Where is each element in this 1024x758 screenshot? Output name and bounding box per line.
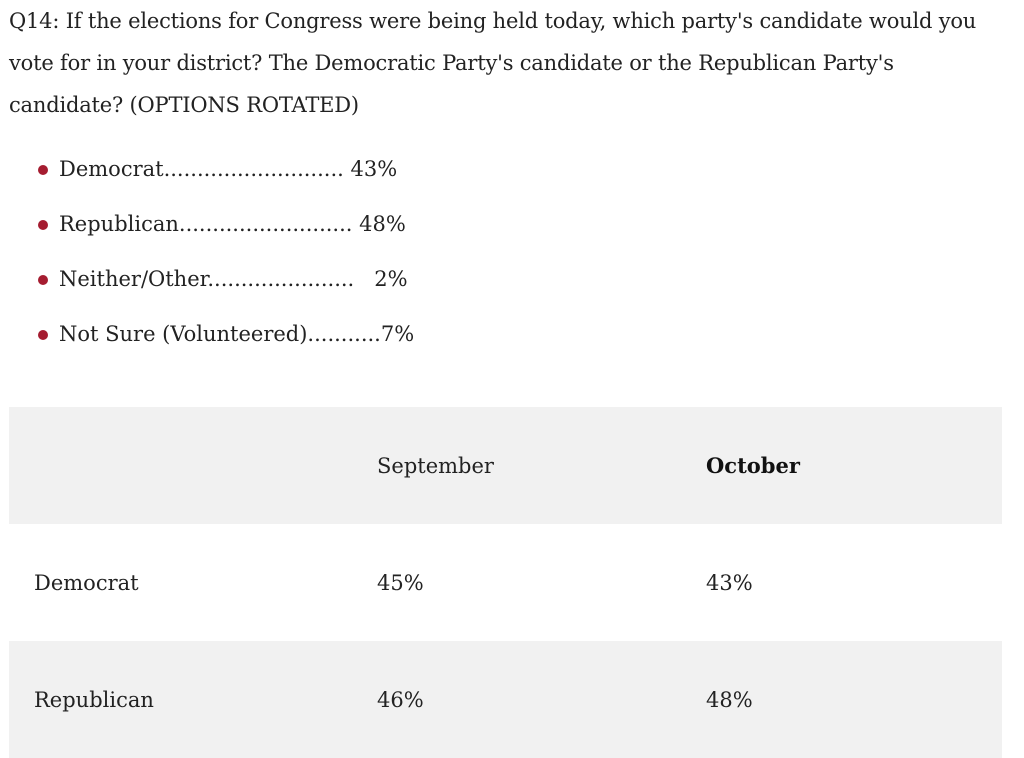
list-item: Not Sure (Volunteered)...........7% <box>38 313 414 368</box>
result-republican: Republican.......................... 48% <box>59 212 406 236</box>
bullet-icon <box>38 330 48 340</box>
results-list: Democrat........................... 43% … <box>38 148 414 368</box>
cell-republican-september: 46% <box>377 687 424 712</box>
table-row: Republican 46% 48% <box>9 641 1002 758</box>
bullet-icon <box>38 220 48 230</box>
result-neither-other: Neither/Other...................... 2% <box>59 267 408 291</box>
question-text: Q14: If the elections for Congress were … <box>9 9 977 117</box>
cell-republican-october: 48% <box>706 687 753 712</box>
result-not-sure: Not Sure (Volunteered)...........7% <box>59 322 415 346</box>
table-row: Democrat 45% 43% <box>9 524 1002 641</box>
header-cell-september: September <box>377 453 494 478</box>
list-item: Democrat........................... 43% <box>38 148 414 203</box>
comparison-table: September October Democrat 45% 43% Repub… <box>9 407 1002 758</box>
result-democrat: Democrat........................... 43% <box>59 157 398 181</box>
header-cell-october: October <box>706 453 800 478</box>
table-header-row: September October <box>9 407 1002 524</box>
bullet-icon <box>38 275 48 285</box>
list-item: Neither/Other...................... 2% <box>38 258 414 313</box>
bullet-icon <box>38 165 48 175</box>
row-label-democrat: Democrat <box>34 570 139 595</box>
row-label-republican: Republican <box>34 687 154 712</box>
list-item: Republican.......................... 48% <box>38 203 414 258</box>
cell-democrat-october: 43% <box>706 570 753 595</box>
cell-democrat-september: 45% <box>377 570 424 595</box>
